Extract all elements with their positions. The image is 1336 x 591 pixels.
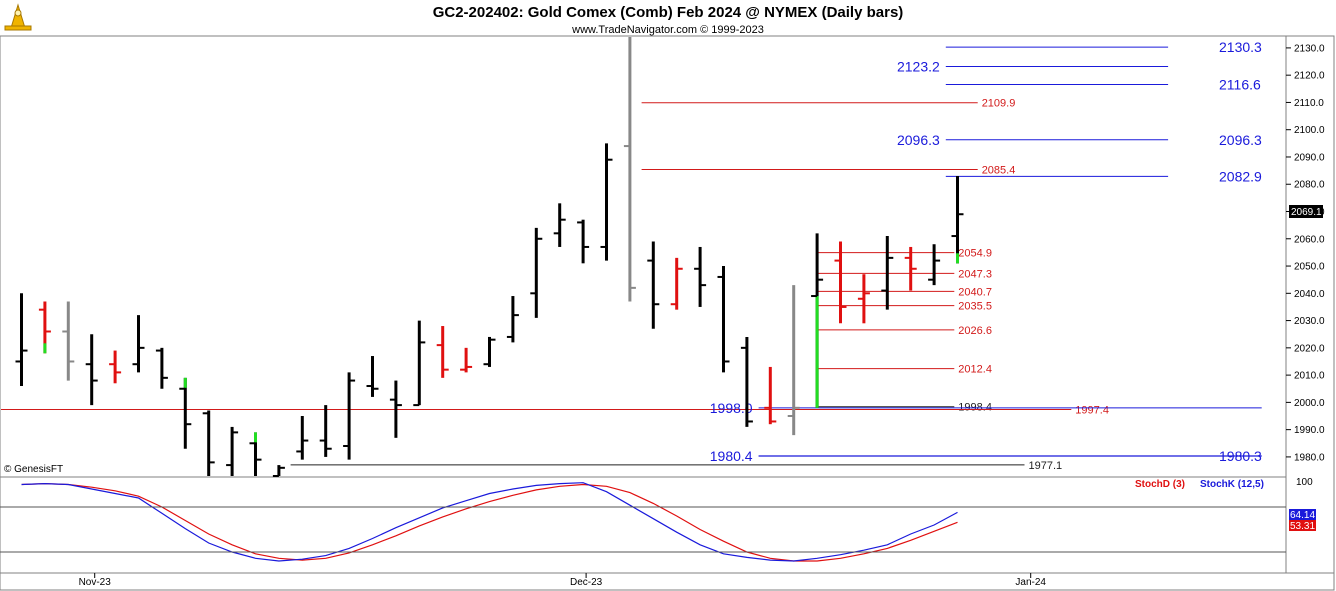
level-label: 2054.9	[958, 248, 992, 260]
price-tick-label: 2080.0	[1294, 180, 1325, 191]
level-label: 2082.9	[1219, 168, 1262, 184]
price-tick-label: 2000.0	[1294, 398, 1325, 409]
level-label: 2123.2	[897, 58, 940, 74]
price-tick-label: 2130.0	[1294, 43, 1325, 54]
chart-title: GC2-202402: Gold Comex (Comb) Feb 2024 @…	[433, 4, 904, 21]
level-label: 1980.3	[1219, 448, 1262, 464]
stoch-k-value: 64.14	[1290, 510, 1315, 521]
stoch-k-value-box	[1289, 509, 1316, 520]
date-tick-label: Jan-24	[1015, 577, 1046, 588]
price-tick-label: 1990.0	[1294, 425, 1325, 436]
price-tick-label: 2120.0	[1294, 71, 1325, 82]
price-tick-label: 2100.0	[1294, 125, 1325, 136]
price-tick-label: 2020.0	[1294, 343, 1325, 354]
level-label: 2116.6	[1219, 76, 1261, 92]
last-price-label: 2069.1	[1291, 207, 1322, 218]
stochastic-pane	[0, 476, 1287, 574]
level-label: 1997.4	[1075, 404, 1109, 416]
stochastic-lines	[21, 482, 958, 562]
price-tick-label: 2050.0	[1294, 262, 1325, 273]
level-label: 2026.6	[958, 325, 992, 337]
last-price-box	[1289, 205, 1323, 218]
date-tick-label: Nov-23	[79, 577, 112, 588]
chart-subtitle: www.TradeNavigator.com © 1999-2023	[571, 24, 764, 36]
stoch-k-legend: StochK (12,5)	[1200, 479, 1264, 490]
price-tick-label: 2030.0	[1294, 316, 1325, 327]
level-label: 2130.3	[1219, 39, 1262, 55]
logo-icon	[4, 3, 32, 31]
stoch-series-line	[21, 482, 958, 562]
price-tick-label: 2110.0	[1294, 98, 1324, 109]
level-label: 2040.7	[958, 286, 992, 298]
price-tick-label: 1980.0	[1294, 452, 1325, 463]
stoch-100-tick: 100	[1296, 477, 1313, 488]
price-tick-label: 2040.0	[1294, 289, 1325, 300]
price-pane	[0, 35, 1287, 478]
level-label: 2035.5	[958, 301, 992, 313]
date-axis	[0, 572, 1335, 591]
price-tick-label: 2060.0	[1294, 234, 1325, 245]
stoch-d-value: 53.31	[1290, 521, 1315, 532]
stoch-series-line	[21, 482, 958, 562]
date-tick-label: Dec-23	[570, 577, 603, 588]
price-axis	[1285, 35, 1335, 574]
copyright-watermark: © GenesisFT	[4, 464, 63, 475]
level-label: 2012.4	[958, 364, 992, 376]
level-label: 2096.3	[897, 132, 940, 148]
level-label: 2109.9	[982, 98, 1016, 110]
level-label: 1998.0	[710, 400, 753, 416]
price-axis-ticks: 2130.02120.02110.02100.02090.02080.02070…	[1286, 43, 1325, 463]
price-tick-label: 2010.0	[1294, 371, 1325, 382]
stoch-d-value-box	[1289, 520, 1316, 531]
level-label: 1977.1	[1029, 460, 1063, 472]
date-axis-ticks: Nov-23 Dec-23 Jan-24	[79, 573, 1046, 588]
level-label: 2047.3	[958, 268, 992, 280]
level-label: 2096.3	[1219, 132, 1262, 148]
price-bars	[15, 37, 964, 477]
price-tick-label: 2090.0	[1294, 152, 1325, 163]
level-label: 2085.4	[982, 165, 1016, 177]
stoch-d-legend: StochD (3)	[1135, 479, 1185, 490]
level-label: 1980.4	[710, 448, 753, 464]
